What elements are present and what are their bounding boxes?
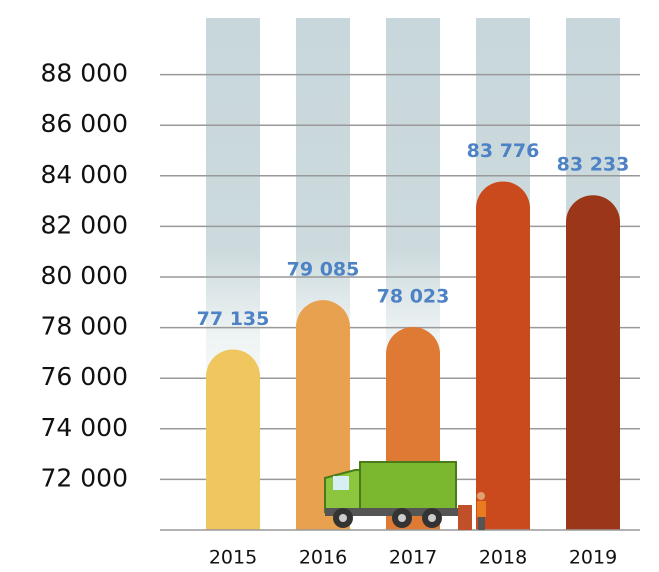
y-tick-label: 78 000 [41, 312, 128, 341]
y-tick-label: 88 000 [41, 59, 128, 88]
data-label: 83 776 [467, 140, 540, 162]
x-tick-label: 2018 [479, 547, 527, 569]
bar [476, 181, 530, 530]
x-tick-label: 2015 [209, 547, 257, 569]
data-label: 77 135 [197, 308, 270, 330]
y-tick-label: 72 000 [41, 463, 128, 492]
truck-illustration [324, 461, 486, 530]
x-tick-label: 2016 [299, 547, 347, 569]
bar [296, 300, 350, 530]
data-label: 79 085 [287, 259, 360, 281]
y-tick-label: 82 000 [41, 210, 128, 239]
data-label: 78 023 [377, 286, 450, 308]
bar [206, 349, 260, 530]
y-tick-label: 76 000 [41, 362, 128, 391]
y-tick-label: 80 000 [41, 261, 128, 290]
x-tick-label: 2017 [389, 547, 437, 569]
y-tick-label: 84 000 [41, 160, 128, 189]
x-tick-label: 2019 [569, 547, 617, 569]
data-label: 83 233 [557, 154, 630, 176]
y-tick-label: 74 000 [41, 413, 128, 442]
bar [566, 195, 620, 531]
y-tick-label: 86 000 [41, 109, 128, 138]
